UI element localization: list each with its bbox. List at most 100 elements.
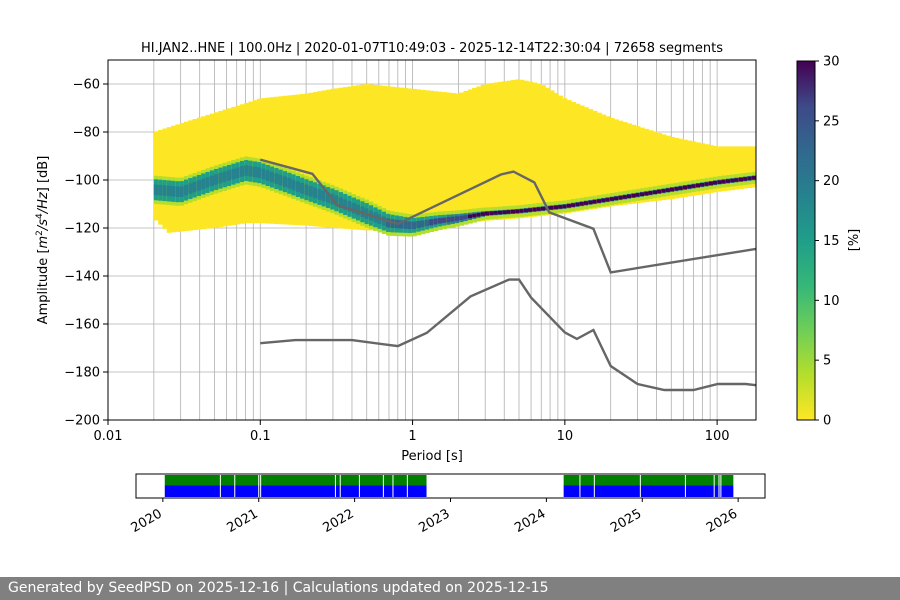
pdf-cell xyxy=(446,92,452,225)
pdf-heatmap xyxy=(153,79,756,237)
pdf-cell xyxy=(407,88,413,231)
timeline-coverage-lower xyxy=(563,485,734,497)
pdf-cell xyxy=(721,179,727,184)
colorbar-tick-label: 20 xyxy=(823,174,840,189)
pdf-cell xyxy=(424,90,430,229)
pdf-cell xyxy=(295,181,301,192)
pdf-cell xyxy=(687,140,693,197)
pdf-cell xyxy=(347,86,353,230)
pdf-cell xyxy=(411,88,417,231)
pdf-cell xyxy=(239,166,245,177)
pdf-cell xyxy=(583,107,589,211)
pdf-cell xyxy=(506,80,512,220)
pdf-cell xyxy=(592,199,598,204)
pdf-cell xyxy=(588,200,594,205)
pdf-cell xyxy=(360,206,366,218)
pdf-cell xyxy=(338,87,344,229)
pdf-cell xyxy=(175,186,181,197)
pdf-cell xyxy=(429,219,435,226)
pdf-cell xyxy=(489,83,495,221)
pdf-cell xyxy=(472,213,478,218)
pdf-cell xyxy=(287,177,293,189)
pdf-cell xyxy=(635,193,641,197)
pdf-cell xyxy=(553,92,559,215)
pdf-cell xyxy=(192,181,198,193)
psd-figure: HI.JAN2..HNE | 100.0Hz | 2020-01-07T10:4… xyxy=(35,41,862,536)
pdf-cell xyxy=(626,194,632,199)
pdf-cell xyxy=(472,87,478,222)
pdf-cell xyxy=(416,221,422,229)
y-tick-label: −60 xyxy=(73,78,100,93)
pdf-cell xyxy=(725,179,731,183)
pdf-cell xyxy=(252,166,258,178)
pdf-cell xyxy=(601,198,607,203)
pdf-cell xyxy=(665,135,671,200)
y-axis-ticks: −200 −180 −160 −140 −120 −100 −80 −60 xyxy=(64,78,108,429)
pdf-cell xyxy=(459,215,465,220)
timeline-year-label: 2021 xyxy=(225,506,261,536)
pdf-cell xyxy=(463,90,469,223)
pdf-cell xyxy=(609,117,615,207)
pdf-cell xyxy=(558,205,564,209)
pdf-cell xyxy=(347,201,353,212)
pdf-cell xyxy=(635,126,641,204)
pdf-cell xyxy=(321,90,327,228)
x-axis-ticks: 0.01 0.1 1 10 100 xyxy=(94,420,730,444)
pdf-cell xyxy=(424,219,430,227)
pdf-cell xyxy=(738,146,744,190)
pdf-cell xyxy=(351,85,357,230)
pdf-cell xyxy=(661,189,667,193)
pdf-cell xyxy=(433,91,439,227)
pdf-cell xyxy=(274,96,280,225)
pdf-cell xyxy=(682,139,688,198)
pdf-cell xyxy=(265,170,271,181)
pdf-cell xyxy=(648,191,654,195)
colorbar-tick-label: 0 xyxy=(823,414,831,429)
pdf-cell xyxy=(497,210,503,215)
pdf-cell xyxy=(442,92,447,226)
pdf-cell xyxy=(695,183,701,188)
pdf-cell xyxy=(682,185,688,190)
pdf-cell xyxy=(355,204,361,216)
plot-frame xyxy=(107,59,757,421)
pdf-cell xyxy=(678,138,684,198)
pdf-cell xyxy=(269,171,275,183)
pdf-cell xyxy=(721,146,727,192)
x-tick-label: 1 xyxy=(408,429,416,444)
pdf-cell xyxy=(575,103,581,212)
pdf-cell xyxy=(644,128,650,203)
pdf-cell xyxy=(467,89,473,223)
pdf-cell xyxy=(218,172,224,184)
pdf-cell xyxy=(700,182,705,187)
pdf-cell xyxy=(540,85,546,216)
pdf-cell xyxy=(601,114,607,208)
pdf-cell xyxy=(381,216,387,226)
pdf-cell xyxy=(669,187,675,192)
y-tick-label: −140 xyxy=(64,270,100,285)
y-axis-label: Amplitude [m2/s4/Hz] [dB] xyxy=(35,156,51,325)
high-noise-model-line xyxy=(259,158,756,274)
pdf-cell xyxy=(437,217,443,224)
pdf-cell xyxy=(691,184,697,188)
pdf-cell xyxy=(545,87,551,216)
y-tick-label: −120 xyxy=(64,222,100,237)
pdf-cell xyxy=(588,109,594,210)
pdf-cell xyxy=(493,211,499,215)
pdf-cell xyxy=(446,217,452,223)
pdf-cell xyxy=(179,123,185,232)
noise-model-curves xyxy=(259,158,756,392)
pdf-cell xyxy=(274,173,280,184)
footer-bar: Generated by SeedPSD on 2025-12-16 | Cal… xyxy=(0,577,900,600)
pdf-cell xyxy=(614,119,619,206)
pdf-cell xyxy=(528,208,533,212)
pdf-cell xyxy=(291,179,297,191)
pdf-cell xyxy=(562,98,568,214)
pdf-cell xyxy=(179,186,185,197)
pdf-cell xyxy=(652,131,658,202)
pdf-cell xyxy=(334,88,340,229)
x-axis-label: Period [s] xyxy=(401,449,463,464)
pdf-cell xyxy=(209,175,215,187)
pdf-cell xyxy=(325,89,331,228)
pdf-cell xyxy=(317,189,323,200)
pdf-cell xyxy=(351,202,357,214)
